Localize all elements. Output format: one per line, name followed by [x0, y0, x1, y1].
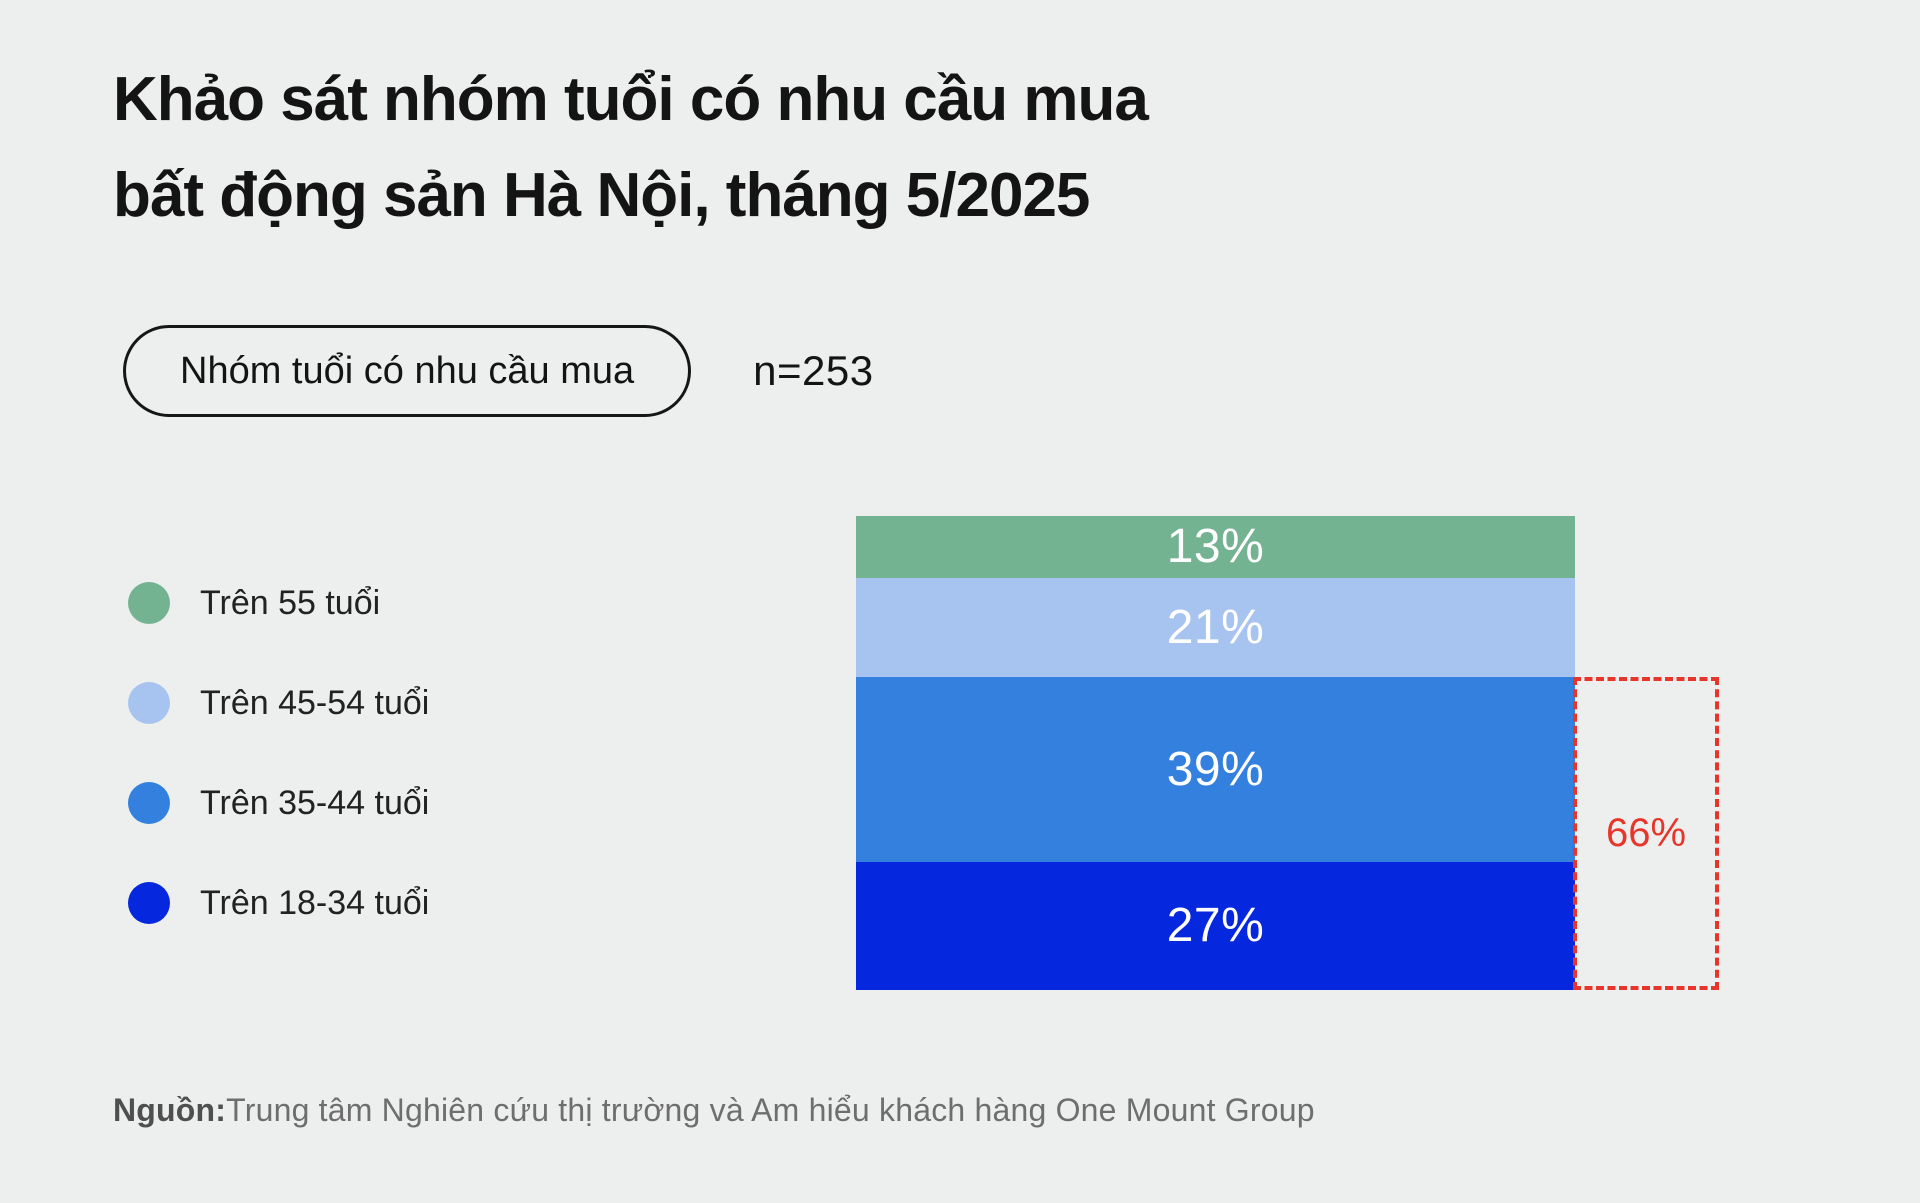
legend-dot-over-55 — [128, 582, 170, 624]
legend-dot-45-54 — [128, 682, 170, 724]
bar-segment-over-55: 13% — [856, 516, 1575, 578]
source-note: Nguồn:Trung tâm Nghiên cứu thị trường và… — [113, 1092, 1315, 1129]
legend-label: Trên 45-54 tuổi — [200, 683, 430, 722]
bar-segment-18-34: 27% — [856, 862, 1575, 990]
legend-item-over-55: Trên 55 tuổi — [128, 582, 429, 624]
sample-size-label: n=253 — [753, 347, 874, 394]
chart-legend: Trên 55 tuổi Trên 45-54 tuổi Trên 35-44 … — [128, 582, 429, 924]
page-title-line2: bất động sản Hà Nội, tháng 5/2025 — [113, 161, 1090, 230]
legend-label: Trên 18-34 tuổi — [200, 883, 430, 922]
legend-item-18-34: Trên 18-34 tuổi — [128, 882, 429, 924]
legend-item-45-54: Trên 45-54 tuổi — [128, 682, 429, 724]
legend-dot-35-44 — [128, 782, 170, 824]
bar-segment-45-54: 21% — [856, 577, 1575, 678]
source-text: Trung tâm Nghiên cứu thị trường và Am hi… — [226, 1092, 1315, 1128]
stacked-bar-chart: 13% 21% 39% 27% 66% — [856, 516, 1736, 990]
bar-segment-value: 13% — [1166, 520, 1265, 574]
legend-label: Trên 35-44 tuổi — [200, 783, 430, 822]
bar-segment-35-44: 39% — [856, 677, 1575, 862]
legend-item-35-44: Trên 35-44 tuổi — [128, 782, 429, 824]
page-title: Khảo sát nhóm tuổi có nhu cầu mua bất độ… — [113, 52, 1149, 244]
bar-segment-value: 21% — [1166, 600, 1265, 654]
bar-segment-value: 27% — [1166, 899, 1265, 953]
bar-segment-value: 39% — [1166, 743, 1265, 797]
stacked-bar: 13% 21% 39% 27% — [856, 516, 1575, 990]
controls-row: Nhóm tuổi có nhu cầu mua n=253 — [123, 325, 874, 417]
legend-label: Trên 55 tuổi — [200, 583, 381, 622]
highlight-annotation-value: 66% — [1605, 811, 1687, 856]
highlight-annotation-box: 66% — [1573, 677, 1719, 990]
source-label: Nguồn: — [113, 1092, 227, 1128]
page-title-line1: Khảo sát nhóm tuổi có nhu cầu mua — [113, 65, 1149, 134]
age-group-filter-pill[interactable]: Nhóm tuổi có nhu cầu mua — [123, 325, 692, 417]
legend-dot-18-34 — [128, 882, 170, 924]
